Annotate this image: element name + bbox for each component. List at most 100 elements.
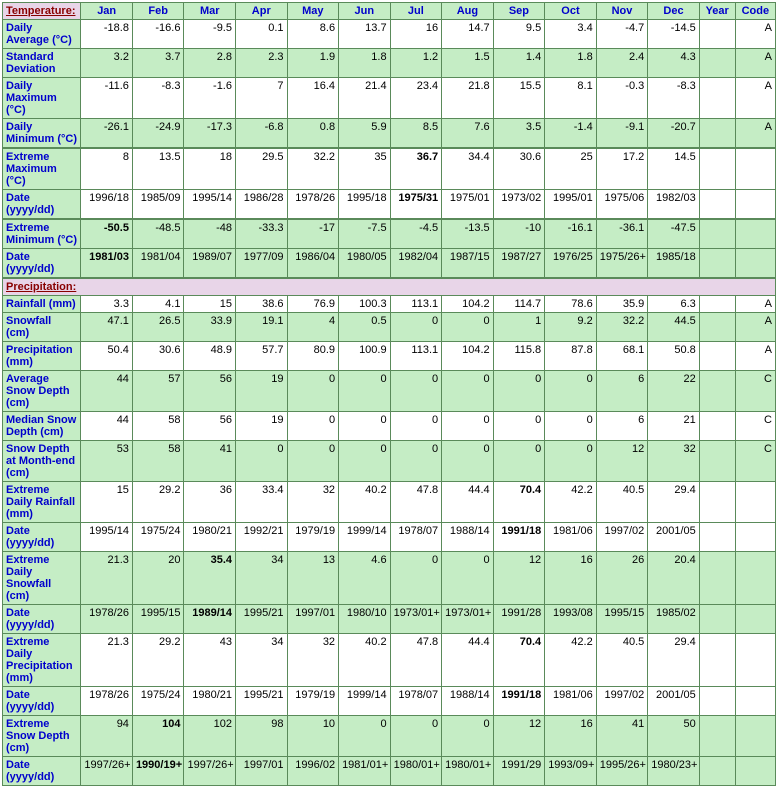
cell: 1980/01+ bbox=[442, 757, 494, 786]
cell: 57 bbox=[132, 371, 184, 412]
cell: 23.4 bbox=[390, 78, 442, 119]
cell: 80.9 bbox=[287, 342, 339, 371]
cell: -48.5 bbox=[132, 219, 184, 249]
cell: A bbox=[735, 296, 775, 313]
cell: 42.2 bbox=[545, 482, 597, 523]
row-label: Median Snow Depth (cm) bbox=[3, 412, 81, 441]
cell: 35.9 bbox=[596, 296, 648, 313]
table-header: Temperature: Jan Feb Mar Apr May Jun Jul… bbox=[3, 3, 776, 20]
cell: 21.3 bbox=[81, 552, 133, 605]
cell: 1.9 bbox=[287, 49, 339, 78]
cell: 0 bbox=[442, 412, 494, 441]
cell: 1995/15 bbox=[132, 605, 184, 634]
cell: 0 bbox=[390, 441, 442, 482]
row-label: Extreme Daily Precipitation (mm) bbox=[3, 634, 81, 687]
cell: C bbox=[735, 441, 775, 482]
cell bbox=[699, 296, 735, 313]
cell bbox=[699, 119, 735, 149]
cell: 6.3 bbox=[648, 296, 700, 313]
table-row: Extreme Snow Depth (cm)94104102981000012… bbox=[3, 716, 776, 757]
cell: 2001/05 bbox=[648, 523, 700, 552]
cell: 1995/14 bbox=[81, 523, 133, 552]
cell: 1991/18 bbox=[493, 687, 545, 716]
cell: 1975/24 bbox=[132, 523, 184, 552]
cell: 2001/05 bbox=[648, 687, 700, 716]
cell: 0 bbox=[545, 441, 597, 482]
col-oct: Oct bbox=[545, 3, 597, 20]
cell: 25 bbox=[545, 148, 597, 190]
row-label: Date (yyyy/dd) bbox=[3, 523, 81, 552]
cell: 20 bbox=[132, 552, 184, 605]
cell: 0 bbox=[339, 371, 391, 412]
cell bbox=[699, 49, 735, 78]
cell: 1.8 bbox=[339, 49, 391, 78]
cell: 14.5 bbox=[648, 148, 700, 190]
cell: 2.4 bbox=[596, 49, 648, 78]
table-row: Daily Maximum (°C)-11.6-8.3-1.6716.421.4… bbox=[3, 78, 776, 119]
cell: 0 bbox=[287, 412, 339, 441]
cell bbox=[735, 552, 775, 605]
cell: 98 bbox=[236, 716, 288, 757]
cell: 32.2 bbox=[596, 313, 648, 342]
cell: 0 bbox=[493, 412, 545, 441]
cell: 1982/03 bbox=[648, 190, 700, 220]
cell bbox=[735, 605, 775, 634]
cell: 1980/23+ bbox=[648, 757, 700, 786]
row-label: Date (yyyy/dd) bbox=[3, 687, 81, 716]
table-row: Extreme Daily Rainfall (mm)1529.23633.43… bbox=[3, 482, 776, 523]
cell: 1978/26 bbox=[81, 605, 133, 634]
cell: A bbox=[735, 119, 775, 149]
cell: 104 bbox=[132, 716, 184, 757]
cell: -17.3 bbox=[184, 119, 236, 149]
cell: 7 bbox=[236, 78, 288, 119]
cell: 1987/15 bbox=[442, 249, 494, 279]
cell: 15 bbox=[184, 296, 236, 313]
col-jan: Jan bbox=[81, 3, 133, 20]
cell: 1981/01+ bbox=[339, 757, 391, 786]
cell: 3.2 bbox=[81, 49, 133, 78]
cell bbox=[735, 148, 775, 190]
cell bbox=[699, 78, 735, 119]
row-label: Extreme Daily Snowfall (cm) bbox=[3, 552, 81, 605]
cell: 1979/19 bbox=[287, 523, 339, 552]
col-aug: Aug bbox=[442, 3, 494, 20]
cell: 16 bbox=[390, 20, 442, 49]
cell: 34 bbox=[236, 634, 288, 687]
cell: 1979/19 bbox=[287, 687, 339, 716]
cell: 113.1 bbox=[390, 342, 442, 371]
row-label: Daily Minimum (°C) bbox=[3, 119, 81, 149]
cell: 1986/28 bbox=[236, 190, 288, 220]
table-row: Extreme Daily Snowfall (cm)21.32035.4341… bbox=[3, 552, 776, 605]
cell: 0.8 bbox=[287, 119, 339, 149]
cell bbox=[735, 190, 775, 220]
cell: -14.5 bbox=[648, 20, 700, 49]
table-row: Snow Depth at Month-end (cm)535841000000… bbox=[3, 441, 776, 482]
cell: 0 bbox=[442, 313, 494, 342]
table-row: Daily Average (°C)-18.8-16.6-9.50.18.613… bbox=[3, 20, 776, 49]
climate-table: Temperature: Jan Feb Mar Apr May Jun Jul… bbox=[2, 2, 776, 786]
cell bbox=[699, 148, 735, 190]
cell: 1997/02 bbox=[596, 523, 648, 552]
col-code: Code bbox=[735, 3, 775, 20]
cell: 1.8 bbox=[545, 49, 597, 78]
cell bbox=[699, 757, 735, 786]
cell bbox=[699, 412, 735, 441]
cell: 42.2 bbox=[545, 634, 597, 687]
cell: 1976/25 bbox=[545, 249, 597, 279]
cell: 32 bbox=[648, 441, 700, 482]
cell: 1985/09 bbox=[132, 190, 184, 220]
cell: 1977/09 bbox=[236, 249, 288, 279]
row-label: Extreme Maximum (°C) bbox=[3, 148, 81, 190]
cell: 1975/01 bbox=[442, 190, 494, 220]
cell: -10 bbox=[493, 219, 545, 249]
cell: -47.5 bbox=[648, 219, 700, 249]
cell: 1.2 bbox=[390, 49, 442, 78]
cell bbox=[699, 313, 735, 342]
row-label: Snowfall (cm) bbox=[3, 313, 81, 342]
cell: 1993/09+ bbox=[545, 757, 597, 786]
cell: 19 bbox=[236, 412, 288, 441]
cell: 1978/26 bbox=[287, 190, 339, 220]
cell: 1985/18 bbox=[648, 249, 700, 279]
cell: 1973/01+ bbox=[442, 605, 494, 634]
cell: 1981/03 bbox=[81, 249, 133, 279]
